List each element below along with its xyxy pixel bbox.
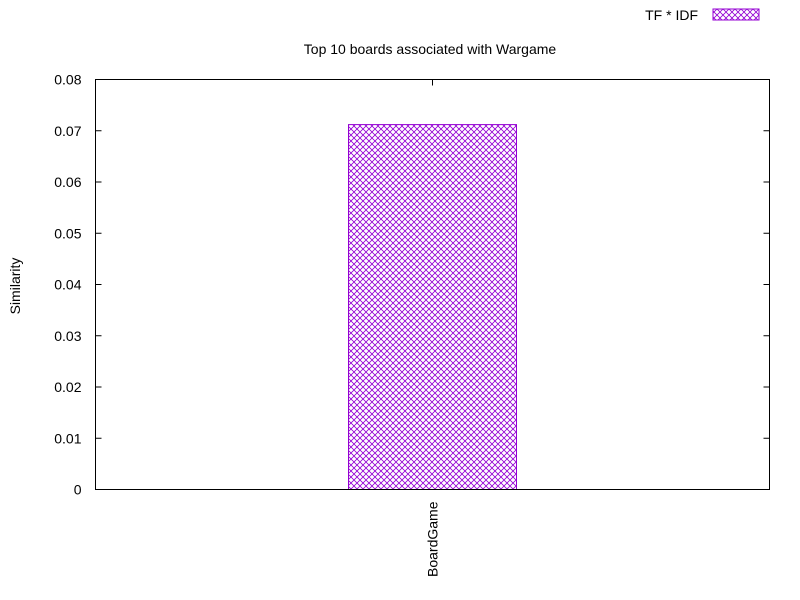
y-tick-label: 0.06 [54, 174, 81, 190]
x-tick-label: BoardGame [425, 501, 441, 577]
x-axis-ticks: BoardGame [425, 79, 441, 577]
legend-label-tfidf: TF * IDF [645, 7, 698, 23]
y-tick-label: 0.01 [54, 430, 81, 446]
y-tick-label: 0.04 [54, 277, 81, 293]
chart-title: Top 10 boards associated with Wargame [304, 41, 557, 57]
bars [348, 124, 517, 490]
y-tick-label: 0.07 [54, 123, 81, 139]
y-tick-label: 0.02 [54, 379, 81, 395]
plot-frame [95, 79, 770, 490]
legend: TF * IDF [645, 7, 760, 23]
y-tick-label: 0 [74, 482, 82, 498]
legend-swatch-tfidf [712, 8, 760, 21]
y-axis-label: Similarity [7, 258, 23, 315]
y-tick-label: 0.05 [54, 225, 81, 241]
bar-boardgame [348, 124, 517, 490]
y-axis-ticks: 0 0.01 0.02 0.03 0.04 0.05 0.06 0.07 0.08 [54, 72, 770, 498]
y-tick-label: 0.03 [54, 328, 81, 344]
y-tick-label: 0.08 [54, 72, 81, 88]
